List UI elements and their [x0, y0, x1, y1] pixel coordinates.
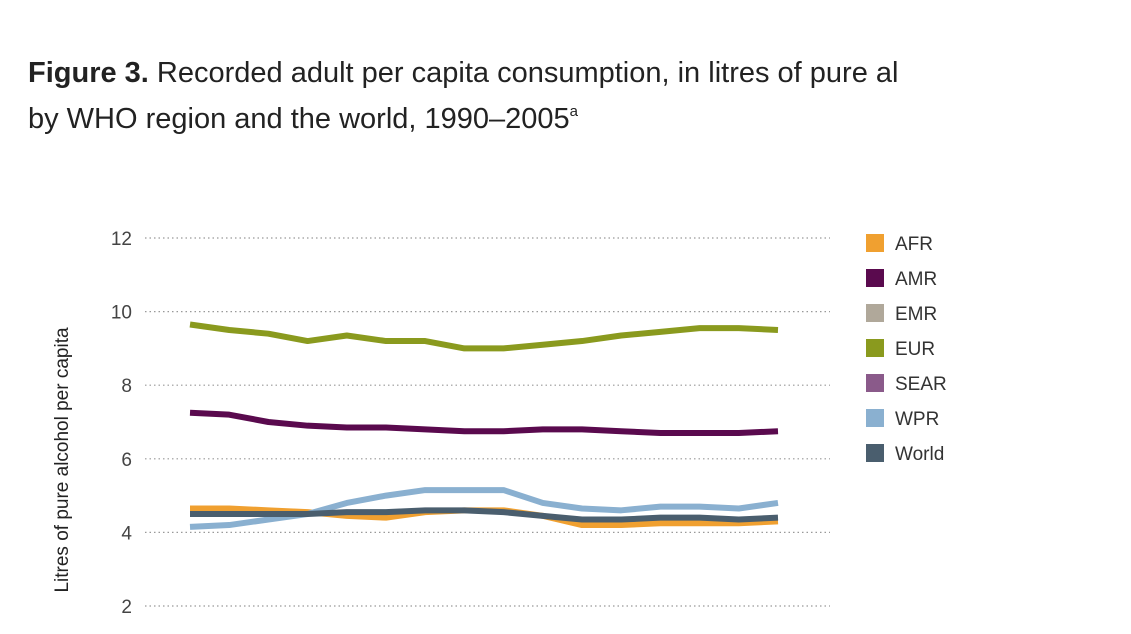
legend-label: WPR	[895, 409, 939, 430]
y-tick-label: 10	[111, 303, 132, 324]
y-tick-label: 6	[121, 450, 132, 471]
legend-swatch	[866, 234, 884, 252]
y-tick-label: 4	[121, 523, 132, 544]
legend-label: SEAR	[895, 374, 947, 395]
series-line	[189, 409, 779, 437]
title-prefix: Figure 3.	[28, 57, 149, 89]
y-tick-label: 2	[121, 597, 132, 618]
legend-swatch	[866, 444, 884, 462]
legend-swatch	[866, 409, 884, 427]
y-axis-label: Litres of pure alcohol per capita	[52, 327, 73, 593]
plot-area	[189, 321, 779, 530]
series-line	[190, 507, 779, 523]
legend-label: AFR	[895, 234, 933, 255]
title-text: Recorded adult per capita consumption, i…	[157, 57, 899, 89]
legend-swatch	[866, 304, 884, 322]
legend-label: EMR	[895, 304, 937, 325]
chart-title-line2: by WHO region and the world, 1990–2005a	[28, 103, 579, 135]
legend-label: World	[895, 444, 944, 465]
title-text: by WHO region and the world, 1990–2005	[28, 103, 570, 135]
y-tick-label: 12	[111, 229, 132, 250]
legend-label: AMR	[895, 269, 937, 290]
legend-swatch	[866, 339, 884, 357]
chart-title: Figure 3. Recorded adult per capita cons…	[28, 57, 898, 89]
title-note: a	[570, 103, 579, 120]
legend-swatch	[866, 374, 884, 392]
legend-swatch	[866, 269, 884, 287]
y-tick-label: 8	[121, 376, 132, 397]
series-line	[189, 321, 779, 352]
legend-label: EUR	[895, 339, 935, 360]
